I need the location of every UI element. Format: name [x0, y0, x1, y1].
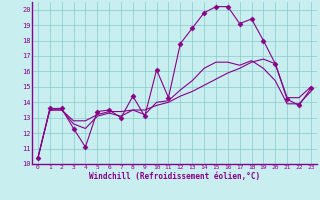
X-axis label: Windchill (Refroidissement éolien,°C): Windchill (Refroidissement éolien,°C) [89, 172, 260, 181]
